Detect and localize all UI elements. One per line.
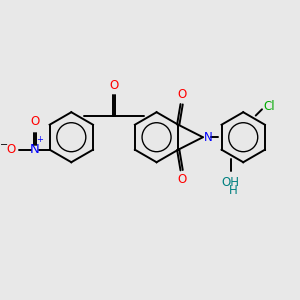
Text: +: +: [37, 135, 44, 144]
Text: Cl: Cl: [264, 100, 275, 113]
Text: N: N: [30, 143, 40, 156]
Text: O: O: [177, 88, 186, 101]
Text: N: N: [204, 131, 213, 144]
Text: −: −: [0, 140, 8, 151]
Text: O: O: [7, 143, 16, 156]
Text: H: H: [229, 184, 238, 197]
Text: O: O: [30, 116, 40, 128]
Text: OH: OH: [222, 176, 240, 189]
Text: O: O: [177, 173, 186, 186]
Text: O: O: [109, 79, 119, 92]
